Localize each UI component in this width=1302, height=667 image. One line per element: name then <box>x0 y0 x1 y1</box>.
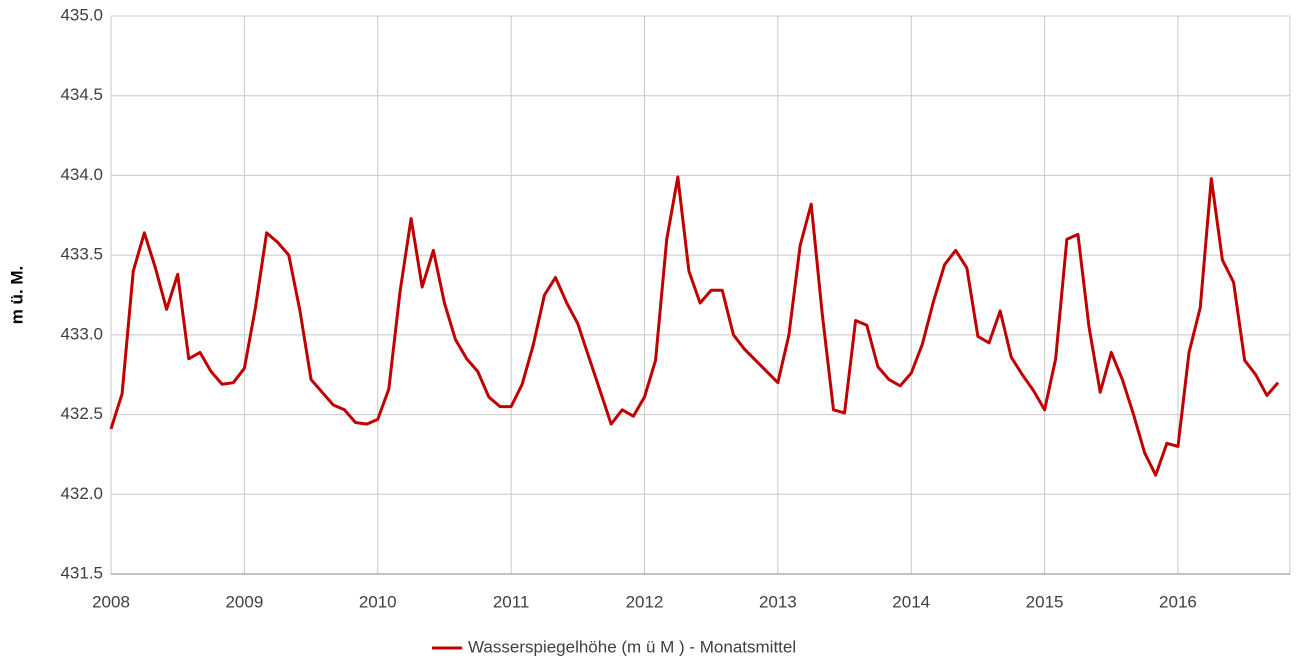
data-line <box>109 175 1280 477</box>
y-axis-label: m ü. M. <box>7 266 26 325</box>
x-tick-label: 2008 <box>92 592 130 611</box>
y-tick-label: 434.0 <box>60 165 103 184</box>
y-tick-label: 431.5 <box>60 563 103 582</box>
y-tick-label: 433.0 <box>60 324 103 343</box>
x-tick-label: 2016 <box>1159 592 1197 611</box>
y-tick-label: 434.5 <box>60 85 103 104</box>
x-tick-label: 2014 <box>892 592 930 611</box>
legend-label: Wasserspiegelhöhe (m ü M ) - Monatsmitte… <box>468 637 796 656</box>
y-tick-label: 435.0 <box>60 5 103 24</box>
y-tick-label: 432.0 <box>60 484 103 503</box>
x-tick-label: 2013 <box>759 592 797 611</box>
x-tick-label: 2012 <box>626 592 664 611</box>
y-tick-label: 432.5 <box>60 404 103 423</box>
x-tick-label: 2011 <box>493 592 530 611</box>
y-tick-label: 433.5 <box>60 245 103 264</box>
x-tick-label: 2015 <box>1026 592 1064 611</box>
x-tick-label: 2009 <box>225 592 263 611</box>
x-tick-label: 2010 <box>359 592 397 611</box>
